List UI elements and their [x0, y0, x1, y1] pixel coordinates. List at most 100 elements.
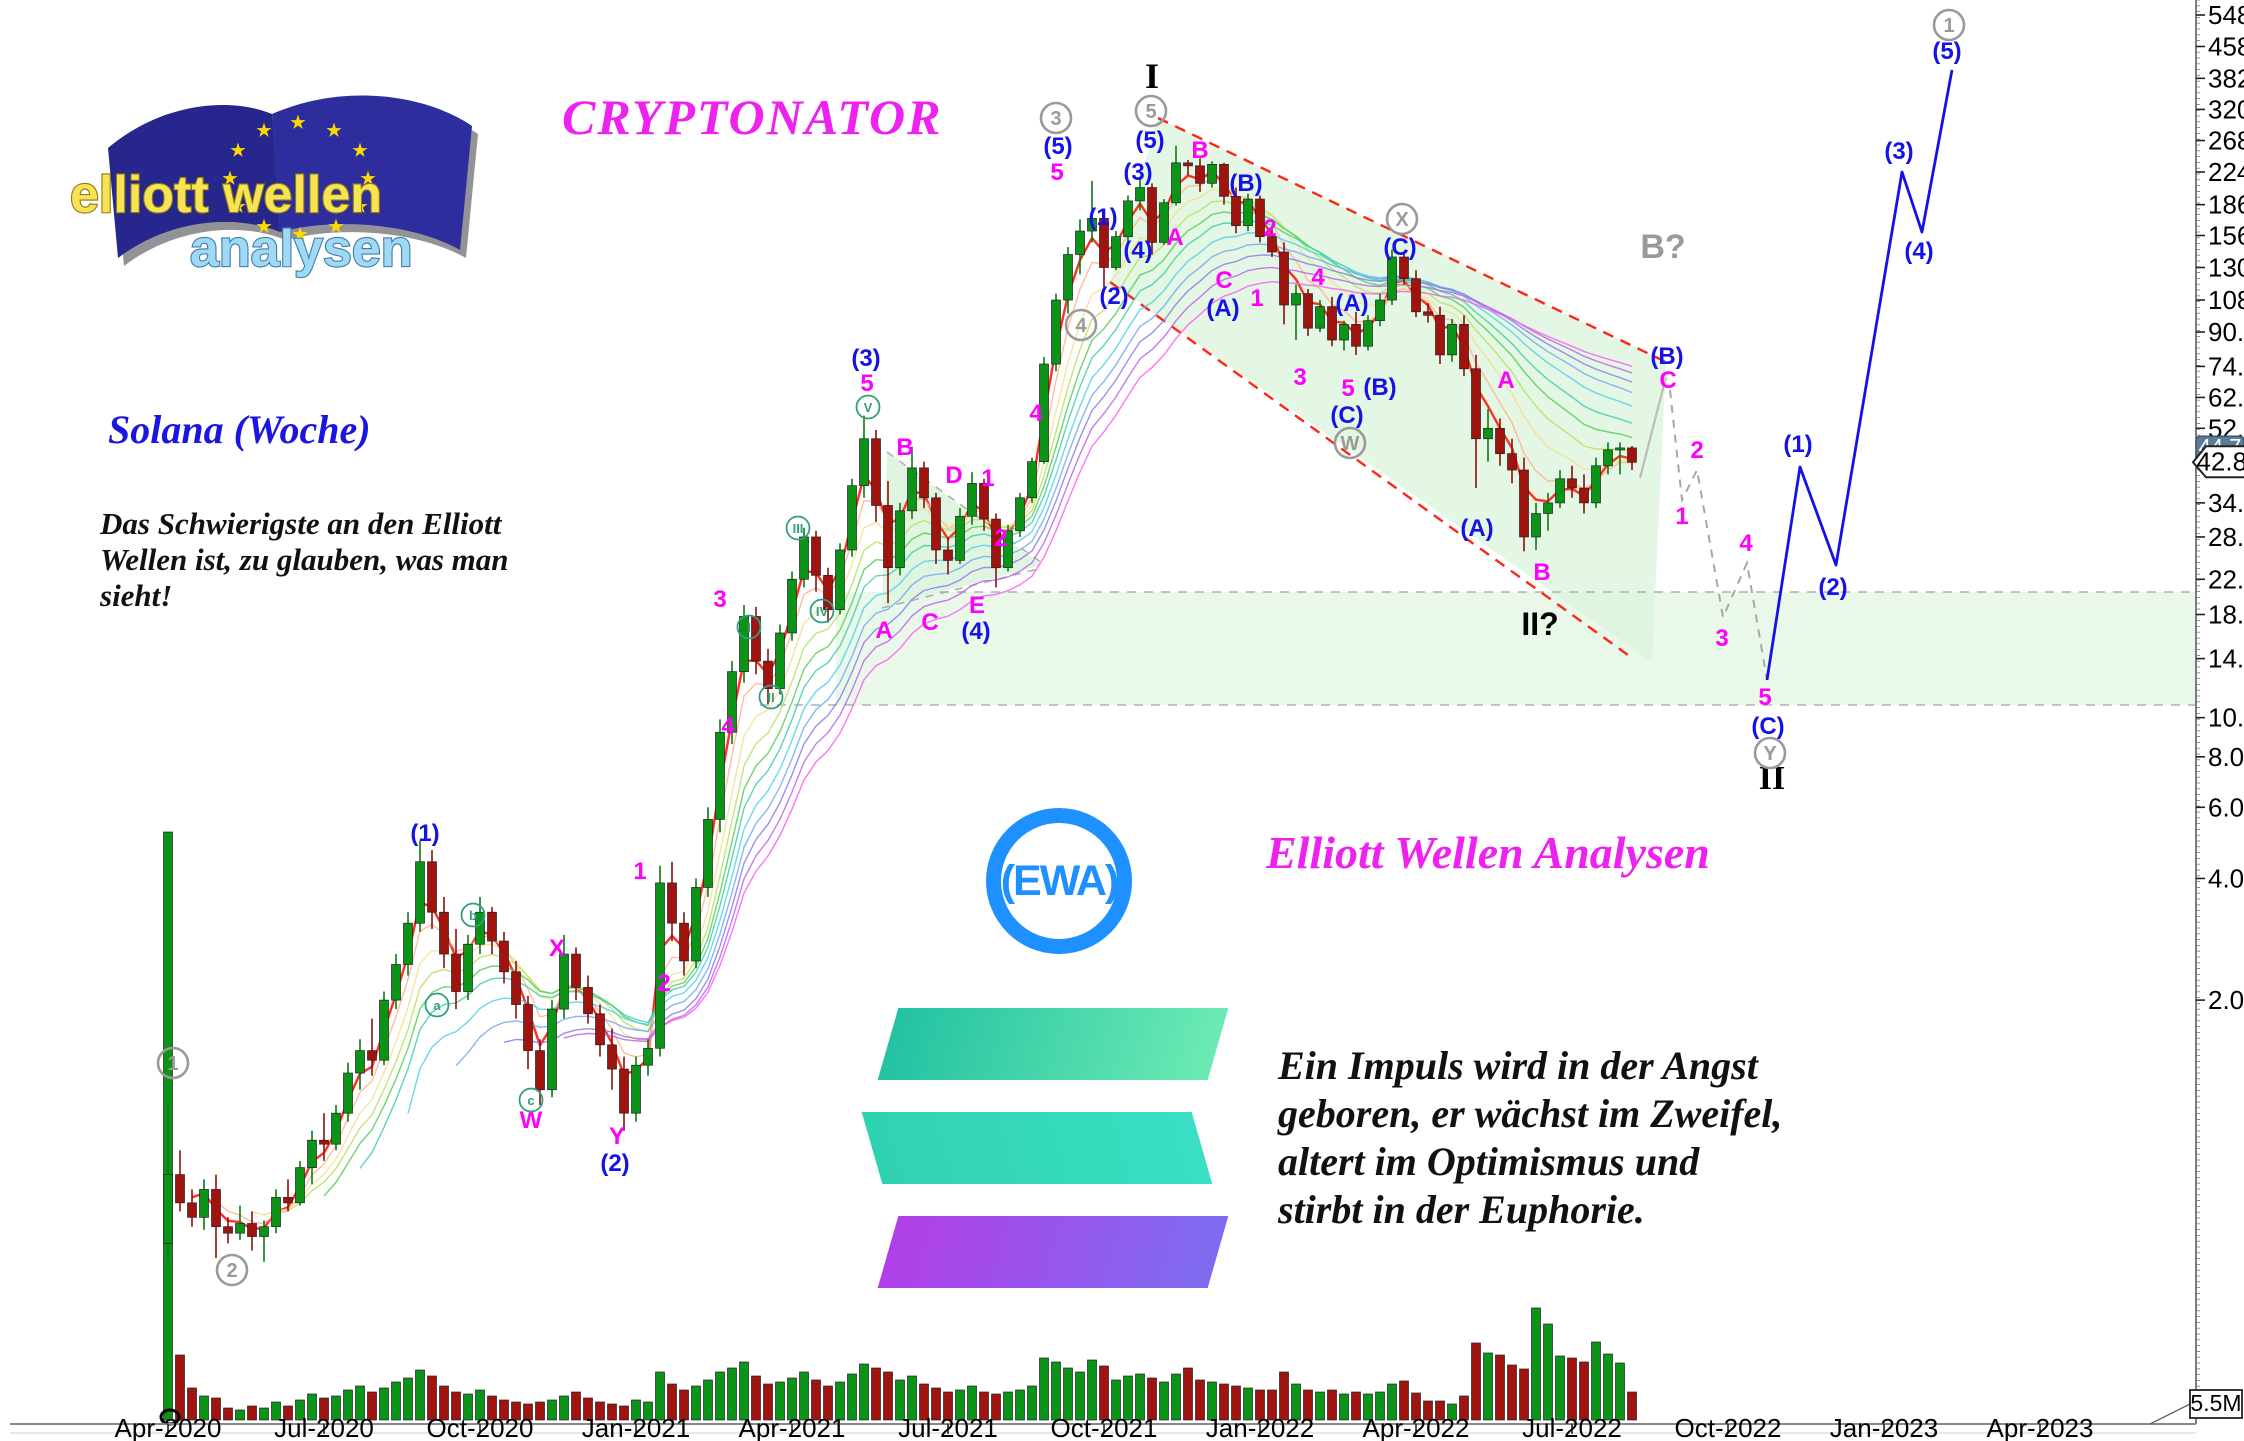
brand-line2: analysen: [190, 220, 413, 278]
candle-up: [331, 1112, 341, 1145]
svg-text:★: ★: [352, 141, 368, 160]
wave-label: 3: [713, 586, 726, 613]
volume-bar: [295, 1399, 305, 1421]
volume-bar: [1279, 1371, 1289, 1421]
candle-up: [631, 1064, 641, 1114]
price-tick-label: 28.00: [2208, 522, 2244, 552]
volume-bar: [1375, 1391, 1385, 1421]
volume-bar: [175, 1354, 185, 1421]
candle-down: [1195, 165, 1205, 184]
current-price-tag: 42.85: [2191, 445, 2244, 479]
volume-bar: [583, 1397, 593, 1421]
ewa-badge-text: (EWA): [1000, 856, 1120, 905]
wave-label: 5: [1758, 684, 1771, 711]
price-tick-label: 10.00: [2208, 703, 2244, 733]
candle-up: [1123, 200, 1133, 237]
projection-paths: [1638, 69, 1954, 681]
candle-down: [679, 922, 689, 962]
volume-bar: [1519, 1368, 1529, 1421]
volume-bar: [571, 1391, 581, 1421]
candle-down: [1507, 453, 1517, 471]
volume-bar: [1543, 1323, 1553, 1421]
candle-up: [1051, 299, 1061, 365]
candle-up: [703, 819, 713, 888]
volume-bar: [1039, 1357, 1049, 1421]
candle-down: [943, 549, 953, 561]
volume-bar: [487, 1395, 497, 1421]
volume-bar: [391, 1381, 401, 1421]
wave-label: 2: [1263, 215, 1276, 242]
circled-wave-label: a: [433, 998, 441, 1013]
candle-up: [895, 510, 905, 569]
svg-text:★: ★: [230, 197, 246, 216]
svg-text:★: ★: [290, 113, 306, 132]
solana-logo-icon: [860, 1008, 1230, 1308]
candle-down: [1351, 324, 1361, 347]
candle-up: [835, 549, 845, 611]
volume-bar: [1447, 1403, 1457, 1421]
volume-bar: [1087, 1359, 1097, 1421]
candle-down: [811, 536, 821, 576]
candle-down: [283, 1197, 293, 1204]
wave-label: W: [520, 1107, 543, 1134]
price-tick-label: 18.00: [2208, 599, 2244, 629]
date-tick-label: Jul-2022: [1522, 1413, 1622, 1441]
candle-up: [847, 485, 857, 551]
volume-bar: [247, 1405, 257, 1421]
candle-up: [355, 1050, 365, 1074]
date-tick-label: Jan-2021: [582, 1413, 690, 1441]
candle-up: [907, 467, 917, 512]
volume-bar: [403, 1377, 413, 1421]
volume-bar: [763, 1383, 773, 1421]
volume-bar: [1471, 1342, 1481, 1421]
price-tick-label: 62.00: [2208, 382, 2244, 412]
volume-bar: [1003, 1391, 1013, 1421]
wave-label: 2: [1690, 437, 1703, 464]
date-tick-label: Jul-2020: [274, 1413, 374, 1441]
volume-bar: [1291, 1383, 1301, 1421]
wave-label: 5: [860, 370, 873, 397]
wave-label: 2: [657, 970, 670, 997]
volume-bar: [1363, 1393, 1373, 1421]
volume-bar: [727, 1367, 737, 1421]
candle-up: [775, 632, 785, 689]
wave-label: 3: [1715, 625, 1728, 652]
circled-wave-label: V: [864, 400, 873, 415]
wave-label: (2): [1818, 574, 1847, 601]
wave-label: (5): [1932, 38, 1961, 65]
volume-bar: [883, 1371, 893, 1421]
price-tick-label: 268.00: [2208, 126, 2244, 156]
volume-bar: [943, 1391, 953, 1421]
candle-down: [211, 1189, 221, 1228]
candle-down: [823, 574, 833, 611]
candle-up: [163, 1174, 173, 1244]
wave-label: (B): [1650, 343, 1683, 370]
volume-bar: [1603, 1353, 1613, 1421]
candles: [163, 145, 1637, 1262]
candle-up: [691, 887, 701, 962]
wave-label: C: [1215, 267, 1232, 294]
candle-up: [1447, 324, 1457, 356]
candle-up: [1483, 427, 1493, 440]
volume-bar: [655, 1371, 665, 1421]
circled-wave-label: IV: [816, 604, 829, 619]
candle-down: [931, 497, 941, 551]
impuls-quote: Ein Impuls wird in der Angst geboren, er…: [1278, 1043, 1783, 1232]
wave-label: 1: [981, 465, 994, 492]
candle-down: [1279, 251, 1289, 306]
wave-label: 1: [633, 858, 646, 885]
wave-label: D: [945, 462, 962, 489]
wave-label: (C): [1751, 713, 1784, 740]
candle-up: [1087, 218, 1097, 232]
eu-stars: ★ ★ ★ ★ ★ ★ ★ ★ ★ ★ ★ ★: [222, 113, 376, 244]
wave-label: (4): [961, 618, 990, 645]
volume-bar: [1327, 1389, 1337, 1421]
candle-down: [247, 1223, 257, 1237]
circled-wave-label: c: [527, 1093, 534, 1108]
volume-bar: [1591, 1341, 1601, 1421]
volume-bar: [1615, 1362, 1625, 1421]
candle-down: [1231, 195, 1241, 227]
volume-bar: [859, 1363, 869, 1421]
candle-up: [1111, 236, 1121, 268]
